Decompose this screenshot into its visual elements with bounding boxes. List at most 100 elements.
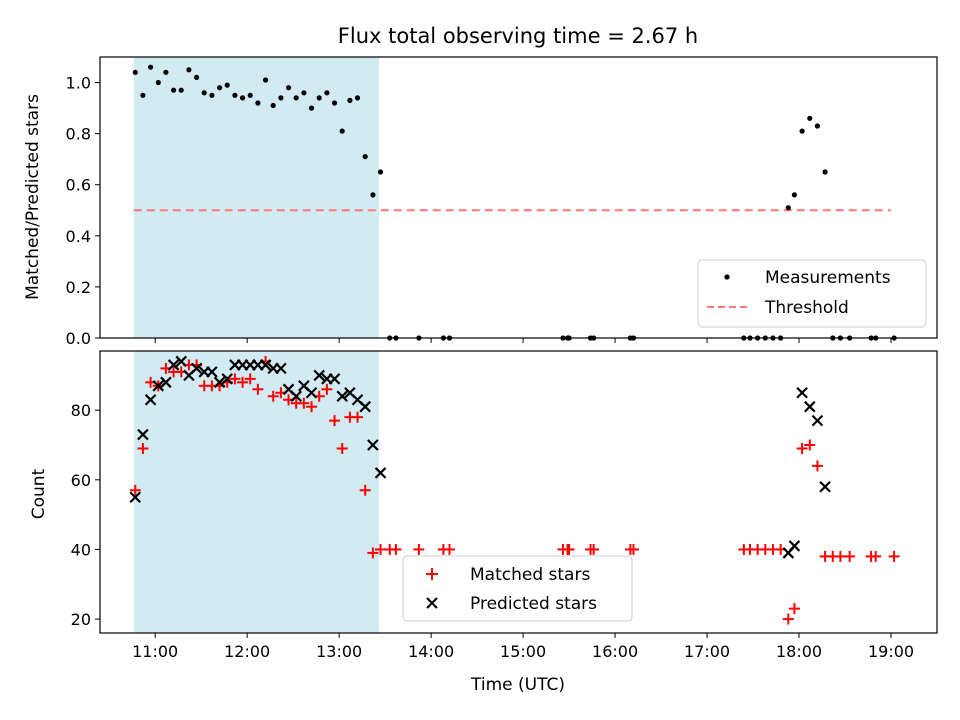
measurement-point — [255, 100, 261, 106]
measurement-point — [201, 90, 207, 96]
legend-label-threshold: Threshold — [764, 298, 849, 318]
predicted-star-mark — [313, 369, 325, 382]
predicted-star-mark — [190, 362, 203, 375]
x-tick-label: 19:00 — [868, 642, 914, 661]
matched-star-point — [359, 484, 371, 496]
legend-label-predicted-stars: Predicted stars — [470, 594, 597, 614]
bottom-y-tick-label: 20 — [71, 610, 91, 629]
predicted-star-mark — [213, 376, 226, 389]
top-legend: Measurements Threshold — [697, 259, 927, 328]
bottom-panel: 20 40 60 80 11:00 12:00 13:00 14:00 15:00 16:00 1… — [29, 350, 938, 695]
legend-label-matched-stars: Matched stars — [470, 565, 590, 585]
measurement-point — [814, 123, 821, 129]
top-y-tick-label: 0.6 — [66, 176, 91, 195]
predicted-star-mark — [298, 380, 310, 392]
predicted-star-mark — [275, 362, 287, 375]
matched-star-point — [588, 543, 600, 555]
x-tick-label: 16:00 — [592, 642, 638, 661]
predicted-star-mark — [290, 390, 302, 403]
measurement-point — [301, 90, 307, 96]
matched-star-point — [129, 484, 141, 496]
matched-star-point — [796, 442, 808, 454]
measurement-point — [354, 95, 361, 101]
legend-marker-matched-stars — [426, 568, 438, 580]
predicted-star-point — [190, 362, 203, 375]
matched-star-point — [336, 442, 348, 454]
predicted-star-point — [137, 428, 149, 441]
measurement-point — [807, 115, 813, 121]
matched-star-point — [834, 550, 846, 562]
predicted-star-point — [152, 380, 165, 392]
predicted-star-point — [175, 355, 188, 368]
matched-star-point — [844, 550, 856, 562]
matched-star-point — [444, 543, 456, 555]
predicted-star-mark — [206, 366, 218, 378]
measurement-point — [324, 90, 330, 96]
predicted-star-point — [374, 467, 387, 479]
measurement-point — [331, 100, 338, 106]
measurement-point — [217, 85, 223, 91]
measurement-point — [286, 85, 292, 91]
matched-star-point — [413, 543, 425, 555]
predicted-star-point — [328, 373, 341, 385]
matched-star-point — [870, 550, 882, 562]
predicted-star-mark — [137, 428, 149, 441]
x-tick-label: 18:00 — [776, 642, 822, 661]
measurement-point — [822, 169, 828, 175]
matched-star-point — [252, 383, 264, 395]
matched-star-point — [367, 547, 379, 559]
predicted-star-point — [290, 390, 302, 403]
top-legend-box — [697, 259, 927, 328]
predicted-star-mark — [328, 373, 341, 385]
legend-marker-measurements — [724, 274, 730, 280]
top-y-tick-label: 1.0 — [66, 74, 91, 93]
measurement-point — [209, 92, 215, 98]
measurement-point — [362, 154, 368, 160]
top-y-axis-label: Matched/Predicted stars — [23, 94, 43, 300]
measurement-point — [377, 169, 384, 175]
measurement-point — [316, 95, 322, 101]
predicted-star-mark — [811, 414, 824, 427]
x-tick-label: 12:00 — [224, 642, 270, 661]
predicted-star-point — [367, 439, 379, 451]
measurement-point — [163, 69, 169, 75]
measurement-point — [194, 74, 200, 80]
predicted-star-mark — [152, 380, 165, 392]
predicted-star-mark — [351, 393, 364, 406]
matched-star-point — [237, 376, 249, 388]
measurement-point — [232, 92, 238, 98]
predicted-star-mark — [359, 400, 371, 413]
predicted-star-point — [811, 414, 824, 427]
predicted-star-mark — [344, 386, 356, 399]
matched-star-point — [375, 543, 387, 555]
measurement-point — [370, 192, 376, 198]
predicted-star-point — [275, 362, 287, 375]
matched-star-point — [788, 603, 800, 615]
top-panel: 0.0 0.2 0.4 0.6 0.8 1.0 Matched/Predicted sta… — [23, 56, 938, 348]
bottom-y-tick-label: 60 — [71, 471, 91, 490]
predicted-star-mark — [167, 359, 180, 371]
matched-star-point — [888, 550, 900, 562]
measurement-point — [140, 92, 146, 98]
top-y-tick-label: 0.2 — [66, 278, 91, 297]
measurement-point — [308, 105, 315, 111]
predicted-star-point — [259, 359, 272, 371]
predicted-star-mark — [819, 480, 831, 493]
predicted-star-point — [206, 366, 218, 378]
top-observing-window — [133, 57, 379, 338]
predicted-star-mark — [282, 383, 295, 396]
predicted-star-point — [144, 393, 157, 406]
matched-star-point — [306, 401, 318, 413]
x-tick-label: 15:00 — [500, 642, 546, 661]
measurement-point — [240, 95, 246, 101]
predicted-star-point — [796, 386, 808, 399]
bottom-y-axis-label: Count — [29, 468, 49, 519]
predicted-star-mark — [129, 491, 142, 504]
x-axis-label: Time (UTC) — [470, 675, 565, 695]
predicted-star-mark — [796, 386, 808, 399]
predicted-star-mark — [336, 390, 348, 403]
measurement-point — [186, 67, 192, 73]
predicted-star-mark — [305, 386, 318, 399]
predicted-star-point — [167, 359, 180, 371]
x-tick-label: 17:00 — [684, 642, 730, 661]
